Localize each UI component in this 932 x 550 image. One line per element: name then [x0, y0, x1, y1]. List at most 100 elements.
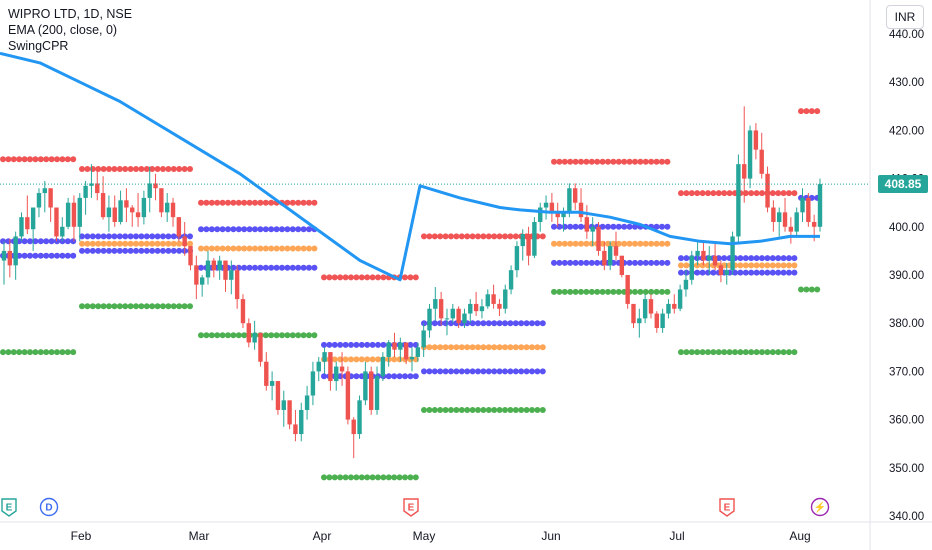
candle: [141, 190, 147, 225]
cpr-dot: [653, 158, 660, 165]
cpr-dot: [348, 274, 354, 281]
cpr-dot: [230, 199, 237, 206]
cpr-dot: [122, 240, 129, 247]
cpr-dot: [753, 255, 760, 262]
candle: [269, 371, 275, 401]
candle-body: [234, 270, 240, 300]
cpr-dot: [154, 247, 161, 254]
cpr-dot: [116, 240, 123, 247]
candle-body: [473, 303, 479, 312]
candle-body: [118, 200, 123, 222]
cpr-dot: [70, 349, 77, 356]
cpr-dot: [70, 252, 77, 259]
candle: [25, 195, 30, 235]
candle-body: [503, 289, 508, 309]
currency-button[interactable]: INR: [886, 5, 924, 29]
candle: [1, 241, 7, 285]
cpr-dot: [326, 474, 333, 481]
cpr-dot: [353, 274, 360, 281]
cpr-dot: [721, 349, 728, 356]
cpr-dot: [764, 269, 771, 276]
cpr-dot: [475, 368, 481, 375]
time-axis[interactable]: Feb Mar Apr May Jun Jul Aug: [71, 529, 811, 543]
cpr-dot: [578, 288, 584, 295]
candle-body: [83, 185, 88, 198]
cpr-dot: [133, 240, 139, 247]
symbol-label[interactable]: WIPRO LTD, 1D, NSE: [8, 7, 133, 21]
cpr-dot: [230, 245, 237, 252]
cpr-dot: [431, 368, 438, 375]
y-tick-label: 430.00: [889, 77, 924, 89]
cpr-dot: [353, 356, 360, 363]
cpr-dot: [89, 233, 96, 240]
price-axis[interactable]: 440.00430.00420.00410.00400.00390.00380.…: [889, 29, 924, 523]
cpr-dot: [551, 288, 557, 295]
cpr-dot: [79, 166, 85, 172]
candle-body: [252, 332, 257, 343]
candle: [637, 308, 642, 338]
cpr-dot: [364, 274, 371, 281]
cpr-dot: [523, 368, 530, 375]
candle-body: [357, 400, 362, 435]
cpr-dot: [561, 240, 568, 247]
candle-body: [800, 197, 805, 213]
cpr-dot: [610, 288, 617, 295]
cpr-dot: [48, 238, 55, 245]
cpr-dot: [241, 332, 248, 339]
cpr-dot: [556, 158, 563, 165]
candle: [310, 361, 316, 406]
candle-body: [275, 381, 281, 410]
cpr-dot: [437, 320, 444, 327]
cpr-dot: [621, 240, 628, 247]
cpr-dot: [219, 332, 226, 339]
swingcpr-indicator-label[interactable]: SwingCPR: [8, 39, 69, 53]
cpr-dot: [95, 240, 102, 247]
cpr-level-green: [0, 349, 77, 356]
cpr-dot: [737, 349, 744, 356]
cpr-dot: [225, 332, 231, 339]
cpr-dot: [214, 332, 221, 339]
cpr-dot: [578, 240, 584, 247]
candle-body: [444, 318, 450, 320]
candle: [724, 262, 729, 285]
cpr-dot: [556, 259, 563, 266]
cpr-dot: [407, 373, 414, 380]
cpr-dot: [111, 303, 118, 310]
candle-body: [485, 294, 490, 307]
candle-body: [89, 183, 94, 186]
candle: [701, 241, 706, 266]
candle: [112, 195, 117, 227]
cpr-dot: [485, 407, 492, 413]
candle-body: [660, 313, 665, 329]
cpr-dot: [578, 259, 584, 266]
cpr-dot: [364, 356, 371, 363]
ema-indicator-label[interactable]: EMA (200, close, 0): [8, 23, 118, 37]
cpr-dot: [632, 223, 638, 230]
cpr-dot: [181, 166, 188, 172]
cpr-dot: [48, 252, 55, 259]
cpr-dot: [95, 247, 102, 254]
cpr-dot: [448, 233, 454, 240]
cpr-dot: [705, 190, 711, 197]
cpr-dot: [748, 262, 755, 269]
candle: [777, 207, 782, 237]
candle-body: [269, 381, 275, 386]
cpr-dot: [160, 303, 166, 310]
cpr-dot: [257, 199, 264, 206]
cpr-dot: [337, 274, 344, 281]
cpr-dot: [170, 240, 177, 247]
cpr-dot: [289, 226, 296, 233]
cpr-dot: [480, 368, 487, 375]
cpr-dot: [10, 349, 17, 356]
cpr-dot: [469, 368, 476, 375]
cpr-dot: [176, 166, 183, 172]
cpr-dot: [198, 264, 204, 271]
candle-body: [433, 299, 438, 309]
cpr-dot: [165, 247, 172, 254]
candle-body: [65, 202, 71, 227]
cpr-dot: [588, 158, 595, 165]
cpr-dot: [16, 156, 23, 163]
cpr-dot: [257, 245, 264, 252]
cpr-dot: [100, 233, 107, 240]
